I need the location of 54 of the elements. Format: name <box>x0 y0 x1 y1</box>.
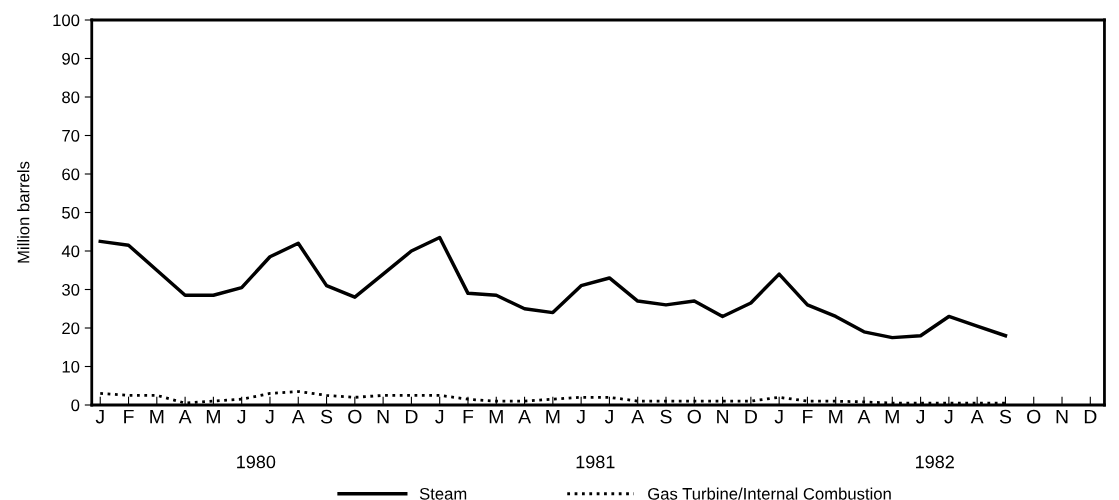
x-tick-label: M <box>546 409 560 424</box>
y-tick-label: 50 <box>62 206 80 219</box>
x-tick-label: F <box>124 409 134 424</box>
text: 1982 <box>916 455 954 469</box>
x-tick-label: F <box>803 409 813 424</box>
line-series <box>98 235 1008 340</box>
x-tick-label: J <box>435 409 444 424</box>
y-tick-label: 30 <box>62 283 80 296</box>
x-tick-label: J <box>265 409 274 424</box>
x-tick-label: A <box>631 409 645 424</box>
x-tick-label: N <box>717 409 729 424</box>
y-axis-title: Million barrels <box>17 161 30 263</box>
x-tick-label: J <box>604 409 613 424</box>
x-tick-label: A <box>857 409 871 424</box>
y-tick-label: 10 <box>62 360 80 373</box>
y-tick-label: 40 <box>61 245 80 258</box>
x-tick-label: S <box>320 409 333 424</box>
x-tick-label: A <box>291 409 305 424</box>
y-tick-label: 0 <box>71 399 80 412</box>
x-tick-label: S <box>660 409 672 424</box>
x-tick-label: M <box>829 409 843 424</box>
x-tick-label: M <box>489 409 503 424</box>
x-tick-label: N <box>377 409 389 424</box>
x-tick-label: M <box>150 409 164 424</box>
y-tick-label: 100 <box>53 14 80 27</box>
x-tick-label: J <box>944 409 953 424</box>
x-tick-label: J <box>774 409 783 424</box>
y-tick-label: 20 <box>62 322 80 335</box>
text: 1981 <box>576 455 615 469</box>
x-tick-label: J <box>576 409 585 424</box>
legend-label: Gas Turbine/Internal Combustion <box>648 487 891 500</box>
x-tick-label: O <box>1027 409 1041 424</box>
x-tick-label: J <box>916 409 924 424</box>
y-tick-label: 90 <box>62 52 80 65</box>
x-tick-label: J <box>237 409 246 424</box>
legend-label: Steam <box>419 487 467 500</box>
x-tick-label: O <box>348 409 362 424</box>
x-tick-label: D <box>405 409 418 424</box>
y-tick-label: 70 <box>62 129 80 142</box>
x-tick-label: A <box>518 409 531 424</box>
x-tick-label: M <box>885 409 899 424</box>
x-tick-label: F <box>463 409 474 424</box>
x-tick-label: J <box>95 409 104 424</box>
x-tick-label: O <box>687 409 701 424</box>
x-tick-label: A <box>970 409 984 424</box>
x-tick-label: D <box>1084 409 1097 424</box>
x-tick-label: S <box>999 409 1012 424</box>
y-tick-label: 80 <box>62 91 80 104</box>
x-tick-label: A <box>178 409 192 424</box>
x-tick-label: N <box>1056 409 1068 424</box>
x-tick-label: M <box>206 409 220 424</box>
x-tick-label: D <box>745 409 757 424</box>
text: 1980 <box>237 455 276 469</box>
y-tick-label: 60 <box>62 168 80 181</box>
